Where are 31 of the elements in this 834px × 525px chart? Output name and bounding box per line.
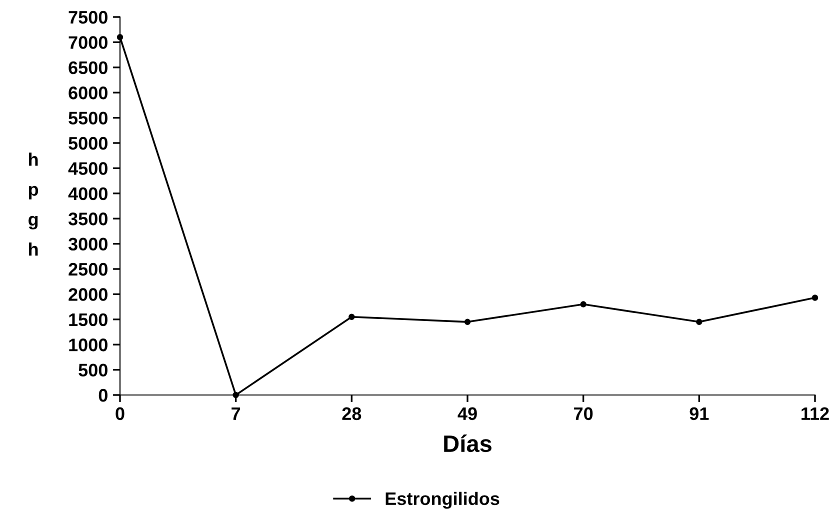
y-tick-label: 6000 — [68, 86, 108, 100]
x-tick-label: 91 — [690, 407, 709, 420]
point — [348, 314, 355, 320]
y-tick-label: 7000 — [68, 36, 108, 49]
point — [812, 294, 818, 301]
y-tick-label: 5500 — [68, 112, 108, 125]
y-tick-label: 6500 — [68, 61, 108, 74]
x-tick-label: 0 — [116, 407, 124, 420]
x-tick-label: 7 — [232, 407, 240, 420]
x-axis-title: Días — [444, 434, 492, 452]
point — [580, 301, 586, 308]
y-tick-label: 7500 — [68, 10, 108, 24]
y-tick-label: 5000 — [68, 136, 108, 150]
y-tick-label: 1500 — [69, 313, 108, 326]
x-tick-label: 28 — [342, 407, 362, 420]
x-tick-label: 70 — [574, 407, 593, 420]
y-tick-label: 3000 — [68, 238, 108, 251]
y-tick-label: 3500 — [68, 212, 108, 226]
y-tick-label: 0 — [98, 388, 108, 402]
y-tick-label: 1000 — [69, 338, 108, 352]
y-axis-title: hpgh — [28, 152, 38, 256]
y-tick-label: 2000 — [68, 288, 108, 301]
x-tick-label: 112 — [802, 407, 829, 420]
point — [464, 318, 471, 326]
y-tick-label: 4000 — [68, 187, 108, 200]
y-tick-label: 4500 — [68, 162, 108, 175]
y-tick-label: 500 — [78, 364, 108, 377]
x-tick-label: 49 — [458, 407, 477, 420]
legend-label: Estrongilidos — [386, 492, 500, 509]
point — [696, 318, 702, 326]
y-tick-label: 2500 — [68, 262, 108, 276]
